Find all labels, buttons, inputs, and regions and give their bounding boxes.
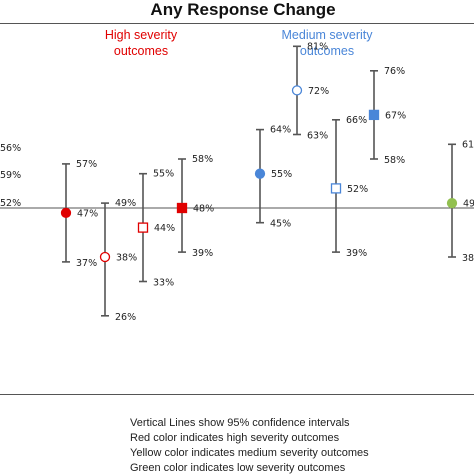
high-label: 66% <box>346 115 367 126</box>
value-label: 52% <box>347 184 368 195</box>
low-label: 38 <box>462 253 474 264</box>
value-label: 72% <box>308 86 329 97</box>
data-point-group: 64% 55% 45% <box>254 125 292 230</box>
low-label: 39% <box>192 248 213 259</box>
low-label: 26% <box>115 312 136 323</box>
group-label: outcomes <box>300 44 354 58</box>
high-label: 58% <box>192 154 213 165</box>
point-marker <box>368 109 380 121</box>
group-label: Medium severity <box>282 28 374 42</box>
data-point-group: 81% 72% 63% <box>291 41 329 142</box>
data-point-group: 58% 48% 39% <box>176 154 214 259</box>
cut-label: 52% <box>0 198 21 209</box>
note-line: Vertical Lines show 95% confidence inter… <box>130 417 350 429</box>
data-point-group: 57% 47% 37% <box>60 159 98 269</box>
group-label: High severity <box>105 28 178 42</box>
plot-area: 56% 59% 52% 57% 47% 37% 49% 38% 26% 55% 44% 33% 58% 4… <box>0 41 474 323</box>
value-label: 38% <box>116 253 137 264</box>
value-label: 44% <box>154 223 175 234</box>
note-line: Red color indicates high severity outcom… <box>130 432 340 444</box>
data-point-group: 61 49 38 <box>446 139 474 264</box>
high-label: 64% <box>270 125 291 136</box>
value-label: 47% <box>77 208 98 219</box>
value-label: 55% <box>271 169 292 180</box>
notes-block: Vertical Lines show 95% confidence inter… <box>130 417 369 474</box>
value-label: 67% <box>385 110 406 121</box>
point-marker <box>137 222 149 233</box>
low-label: 37% <box>76 258 97 269</box>
value-label: 48% <box>193 204 214 215</box>
point-marker <box>254 168 266 179</box>
point-marker <box>176 202 188 214</box>
high-label: 55% <box>153 169 174 180</box>
data-point-group: 76% 67% 58% <box>368 66 406 166</box>
low-label: 45% <box>270 219 291 230</box>
group-label: outcomes <box>114 44 168 58</box>
cut-label: 59% <box>0 170 21 181</box>
high-label: 81% <box>307 41 328 52</box>
point-marker <box>60 207 72 219</box>
point-marker <box>99 251 111 263</box>
high-label: 57% <box>76 159 97 170</box>
cut-label: 56% <box>0 143 21 154</box>
low-label: 63% <box>307 131 328 142</box>
point-marker <box>291 85 303 96</box>
point-marker <box>446 197 458 209</box>
note-line: Yellow color indicates medium severity o… <box>130 447 369 459</box>
data-point-group: 55% 44% 33% <box>137 169 175 289</box>
low-label: 58% <box>384 155 405 166</box>
point-marker <box>330 183 342 194</box>
high-label: 49% <box>115 198 136 209</box>
high-label: 76% <box>384 66 405 77</box>
note-line: Green color indicates low severity outco… <box>130 462 346 474</box>
group-labels: High severity outcomes Medium severity outc… <box>105 28 373 58</box>
chart-title: Any Response Change <box>150 0 335 19</box>
high-label: 61 <box>462 139 474 150</box>
data-point-group: 49% 38% 26% <box>99 198 137 323</box>
low-label: 33% <box>153 278 174 289</box>
low-label: 39% <box>346 248 367 259</box>
value-label: 49 <box>463 199 474 210</box>
data-point-group: 66% 52% 39% <box>330 115 368 259</box>
